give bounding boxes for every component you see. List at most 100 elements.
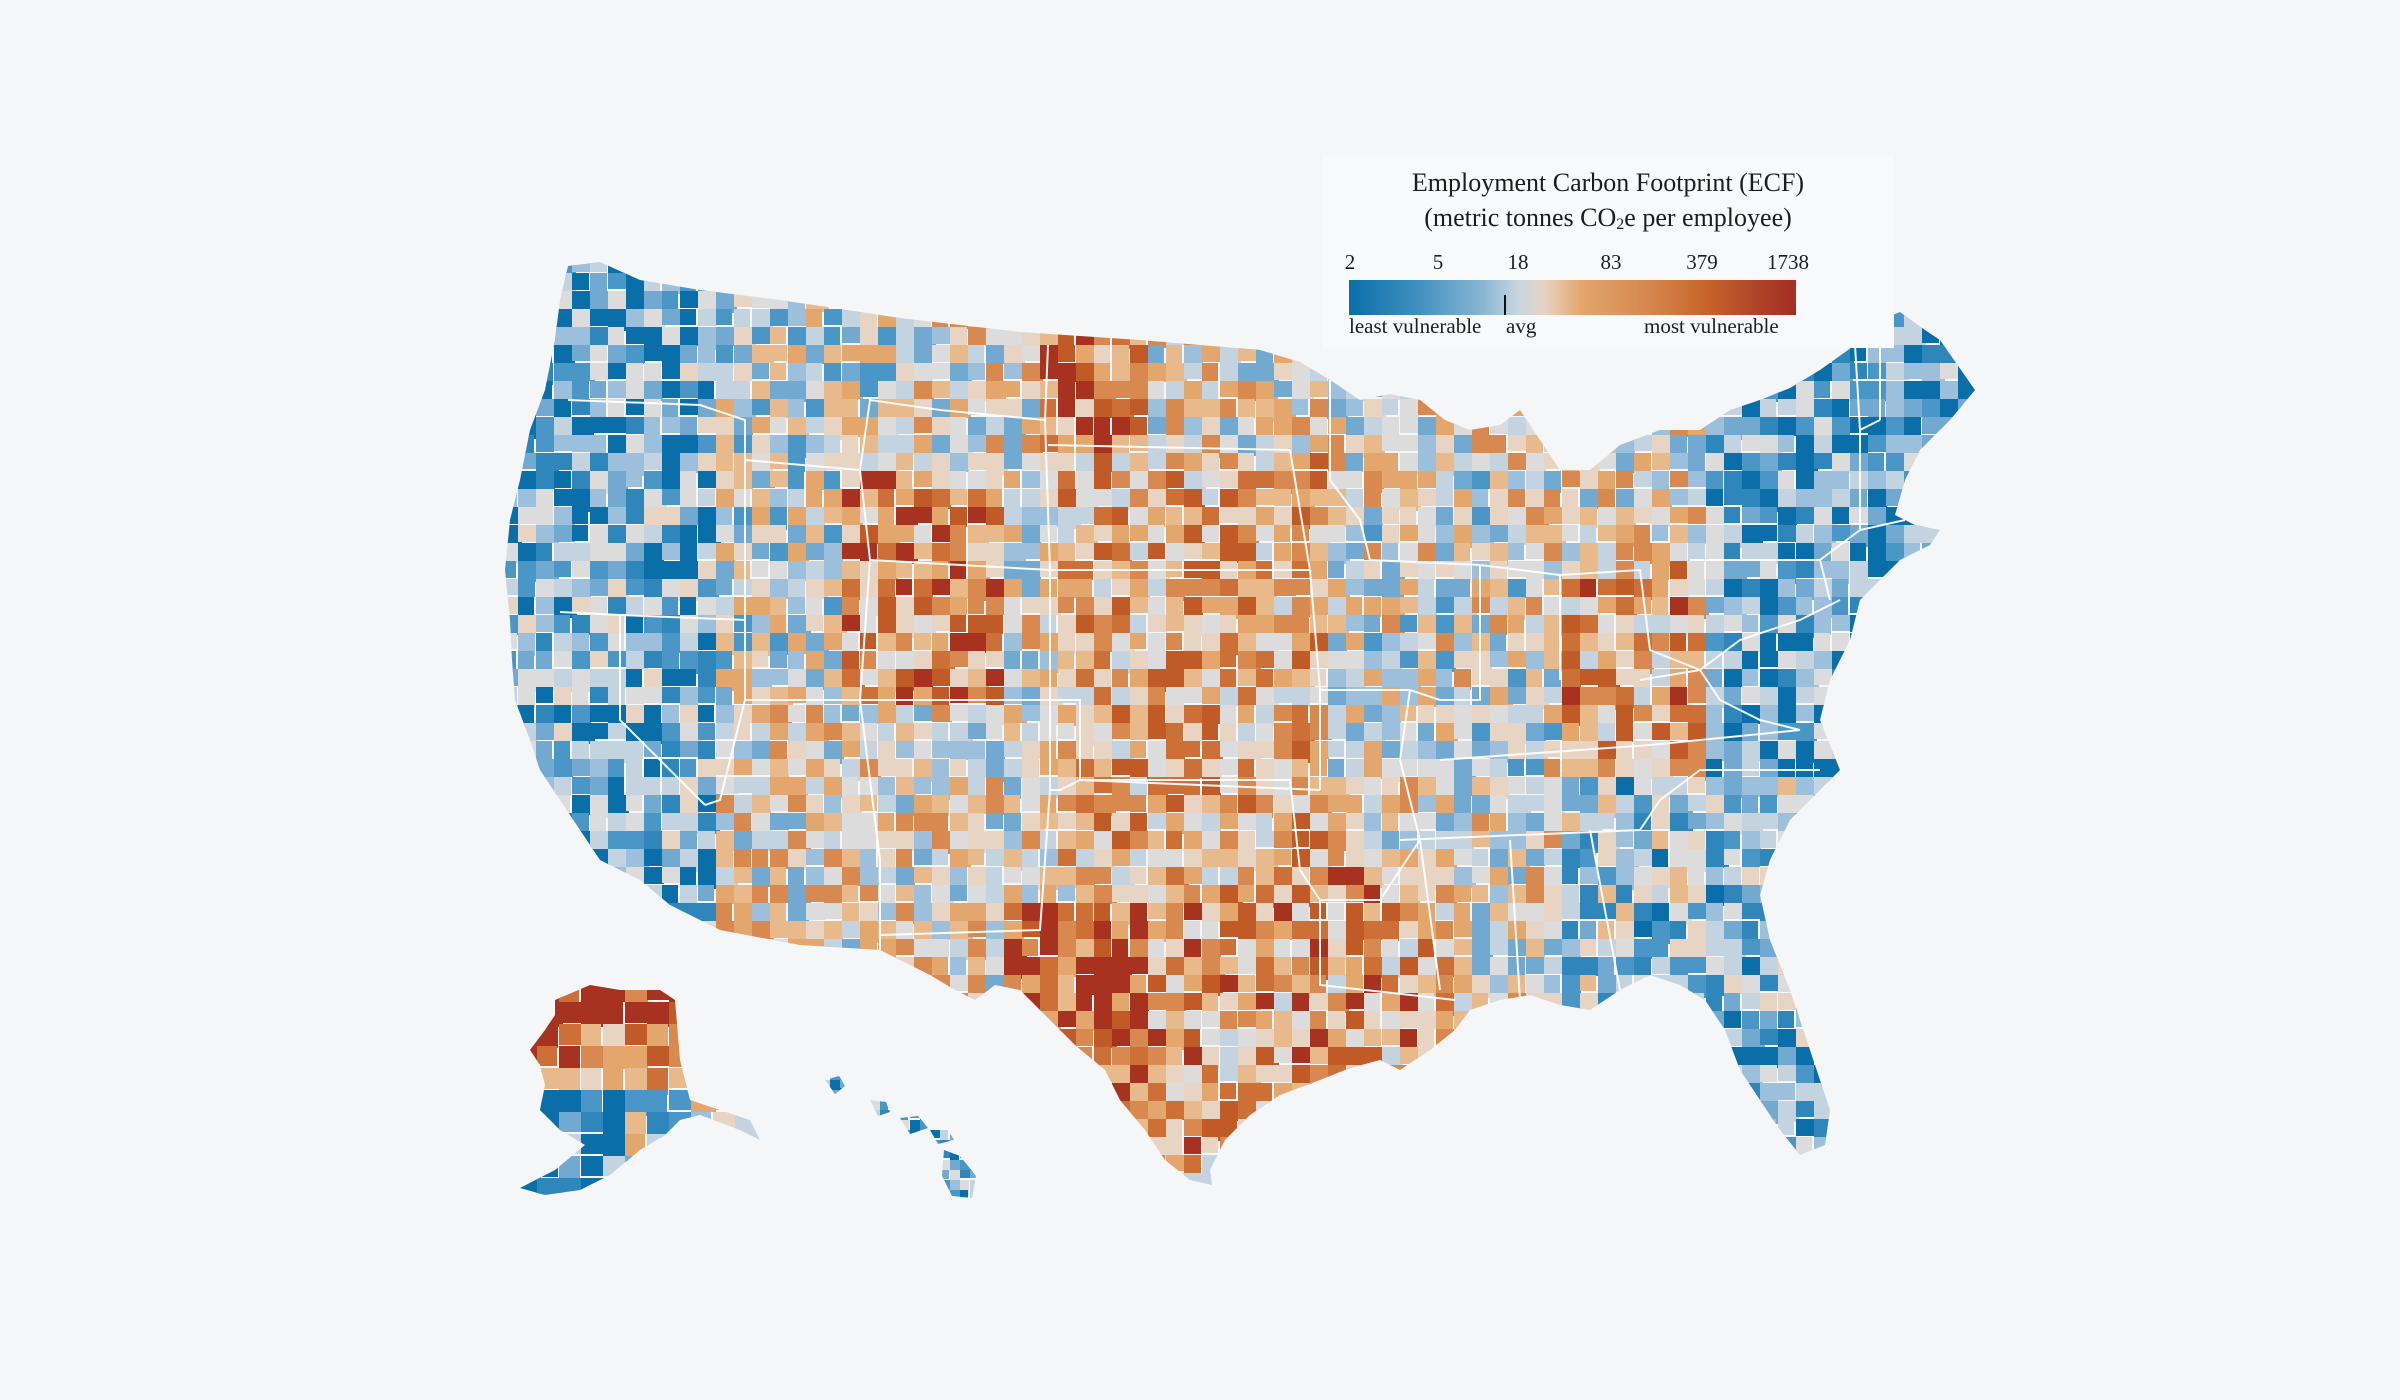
county-cell [735, 1002, 760, 1027]
county-cell [1292, 309, 1310, 331]
county-cell [842, 543, 861, 559]
county-cell [1166, 993, 1186, 1016]
county-cell [1274, 939, 1290, 960]
county-cell [1832, 1209, 1852, 1229]
county-cell [626, 453, 644, 476]
county-cell [1562, 1101, 1579, 1123]
county-cell [1670, 1209, 1686, 1226]
county-cell [806, 1137, 822, 1153]
county-cell [1634, 471, 1654, 487]
county-cell [1598, 453, 1616, 469]
county-cell [1274, 1119, 1294, 1142]
county-cell [1904, 1029, 1927, 1052]
county-cell [1778, 939, 1796, 955]
county-cell [1724, 453, 1742, 470]
county-cell [1004, 399, 1022, 418]
county-cell [1004, 543, 1026, 565]
county-cell [1130, 597, 1152, 613]
county-cell [1796, 957, 1814, 979]
county-cell [691, 1134, 711, 1158]
county-cell [559, 1112, 583, 1132]
county-cell [505, 615, 521, 635]
county-cell [770, 1065, 792, 1087]
county-cell [1598, 615, 1614, 633]
county-cell [920, 1150, 930, 1160]
county-cell [1706, 741, 1729, 761]
county-cell [1778, 579, 1795, 599]
county-cell [1796, 975, 1814, 998]
county-cell [603, 1002, 623, 1028]
county-cell [1724, 471, 1744, 494]
county-cell [1256, 309, 1272, 326]
county-cell [1166, 1029, 1186, 1050]
county-cell [1112, 1191, 1135, 1214]
county-cell [1814, 669, 1834, 685]
county-cell [1310, 453, 1329, 469]
county-cell [1112, 759, 1130, 775]
county-cell [644, 831, 666, 853]
county-cell [1724, 813, 1745, 835]
county-cell [1814, 687, 1835, 705]
county-cell [590, 309, 611, 326]
county-cell [734, 1011, 754, 1033]
county-cell [1850, 1047, 1867, 1066]
county-cell [559, 985, 579, 1002]
county-cell [1886, 993, 1908, 1012]
county-cell [1886, 1047, 1906, 1064]
county-cell [1184, 471, 1206, 491]
county-cell [968, 705, 986, 723]
county-cell [1832, 1137, 1853, 1159]
county-cell [752, 1011, 775, 1033]
county-cell [1454, 975, 1472, 995]
county-cell [518, 309, 538, 331]
county-cell [644, 1173, 665, 1185]
county-cell [1346, 975, 1363, 996]
county-cell [788, 993, 810, 1015]
county-cell [842, 435, 858, 457]
county-cell [1814, 417, 1834, 438]
county-cell [1760, 669, 1781, 691]
county-cell [1094, 723, 1113, 742]
county-cell [1040, 975, 1061, 994]
county-cell [1706, 579, 1728, 595]
county-cell [1310, 993, 1331, 1010]
county-cell [1508, 903, 1529, 925]
county-cell [910, 1140, 921, 1152]
county-cell [1328, 1065, 1349, 1081]
county-cell [716, 939, 735, 960]
county-cell [1382, 939, 1398, 960]
county-cell [1184, 417, 1204, 438]
county-cell [1346, 1137, 1365, 1153]
county-cell [1778, 1191, 1794, 1211]
county-cell [1670, 1173, 1689, 1185]
county-cell [1166, 453, 1187, 469]
county-cell [825, 1110, 828, 1123]
county-cell [870, 1170, 885, 1181]
county-cell [626, 381, 644, 402]
county-cell [1346, 489, 1363, 507]
county-cell [1310, 381, 1330, 397]
county-cell [1202, 1029, 1224, 1045]
county-cell [505, 561, 516, 578]
county-cell [1832, 705, 1852, 727]
county-cell [590, 435, 606, 456]
county-cell [1184, 777, 1200, 799]
county-cell [1508, 921, 1531, 940]
county-cell [1328, 903, 1344, 920]
county-cell [842, 1011, 862, 1031]
county-cell [734, 867, 753, 883]
county-cell [536, 921, 552, 939]
county-cell [1868, 381, 1889, 401]
county-cell [770, 273, 787, 290]
county-cell [1922, 525, 1942, 546]
county-cell [860, 417, 881, 435]
county-cell [950, 381, 971, 403]
county-cell [1562, 1209, 1578, 1231]
county-cell [1022, 669, 1042, 689]
county-cell [1688, 633, 1706, 651]
county-cell [1490, 1209, 1508, 1227]
county-cell [1094, 993, 1112, 1016]
county-cell [1454, 1083, 1476, 1103]
county-cell [914, 273, 936, 293]
county-cell [1274, 975, 1292, 992]
